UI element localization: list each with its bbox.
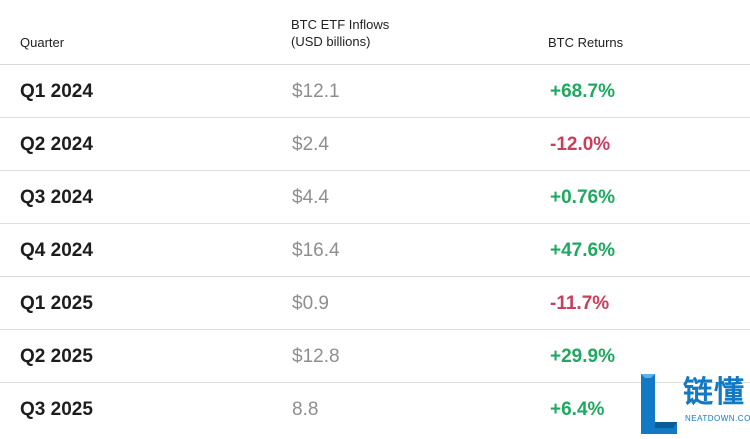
table-row: Q1 2024 $12.1 +68.7% <box>0 65 750 118</box>
inflow-cell: $16.4 <box>292 240 340 261</box>
return-cell: -12.0% <box>550 134 611 155</box>
return-cell: +0.76% <box>550 187 615 208</box>
logo-text-cn: 链懂 <box>683 375 745 410</box>
quarter-cell: Q1 2024 <box>20 81 93 102</box>
return-cell: +68.7% <box>550 81 615 102</box>
inflow-cell: 8.8 <box>292 399 319 420</box>
quarter-cell: Q2 2024 <box>20 134 93 155</box>
return-cell: +29.9% <box>550 346 615 367</box>
table-row: Q3 2024 $4.4 +0.76% <box>0 171 750 224</box>
quarter-cell: Q3 2025 <box>20 399 93 420</box>
inflow-cell: $4.4 <box>292 187 329 208</box>
quarter-cell: Q2 2025 <box>20 346 93 367</box>
inflow-cell: $12.1 <box>292 81 340 102</box>
table-row: Q3 2025 8.8 +6.4% <box>0 383 750 435</box>
neatdown-watermark-logo: 链懂 NEATDOWN.COM <box>633 366 750 439</box>
return-cell: +47.6% <box>550 240 615 261</box>
return-cell: +6.4% <box>550 399 605 420</box>
table-row: Q4 2024 $16.4 +47.6% <box>0 224 750 277</box>
inflow-cell: $0.9 <box>292 293 329 314</box>
quarter-cell: Q3 2024 <box>20 187 93 208</box>
header-btc-returns: BTC Returns <box>548 35 624 50</box>
inflow-cell: $12.8 <box>292 346 340 367</box>
quarter-cell: Q4 2024 <box>20 240 93 261</box>
table-row: Q1 2025 $0.9 -11.7% <box>0 277 750 330</box>
logo-text-en: NEATDOWN.COM <box>685 414 750 423</box>
table-header: Quarter BTC ETF Inflows (USD billions) B… <box>0 0 750 65</box>
l-logo-icon <box>641 374 677 434</box>
header-quarter: Quarter <box>20 35 65 50</box>
header-etf-inflows: BTC ETF Inflows (USD billions) <box>291 17 390 49</box>
table-row: Q2 2024 $2.4 -12.0% <box>0 118 750 171</box>
return-cell: -11.7% <box>550 293 610 314</box>
table-row: Q2 2025 $12.8 +29.9% <box>0 330 750 383</box>
quarter-cell: Q1 2025 <box>20 293 93 314</box>
inflow-cell: $2.4 <box>292 134 329 155</box>
